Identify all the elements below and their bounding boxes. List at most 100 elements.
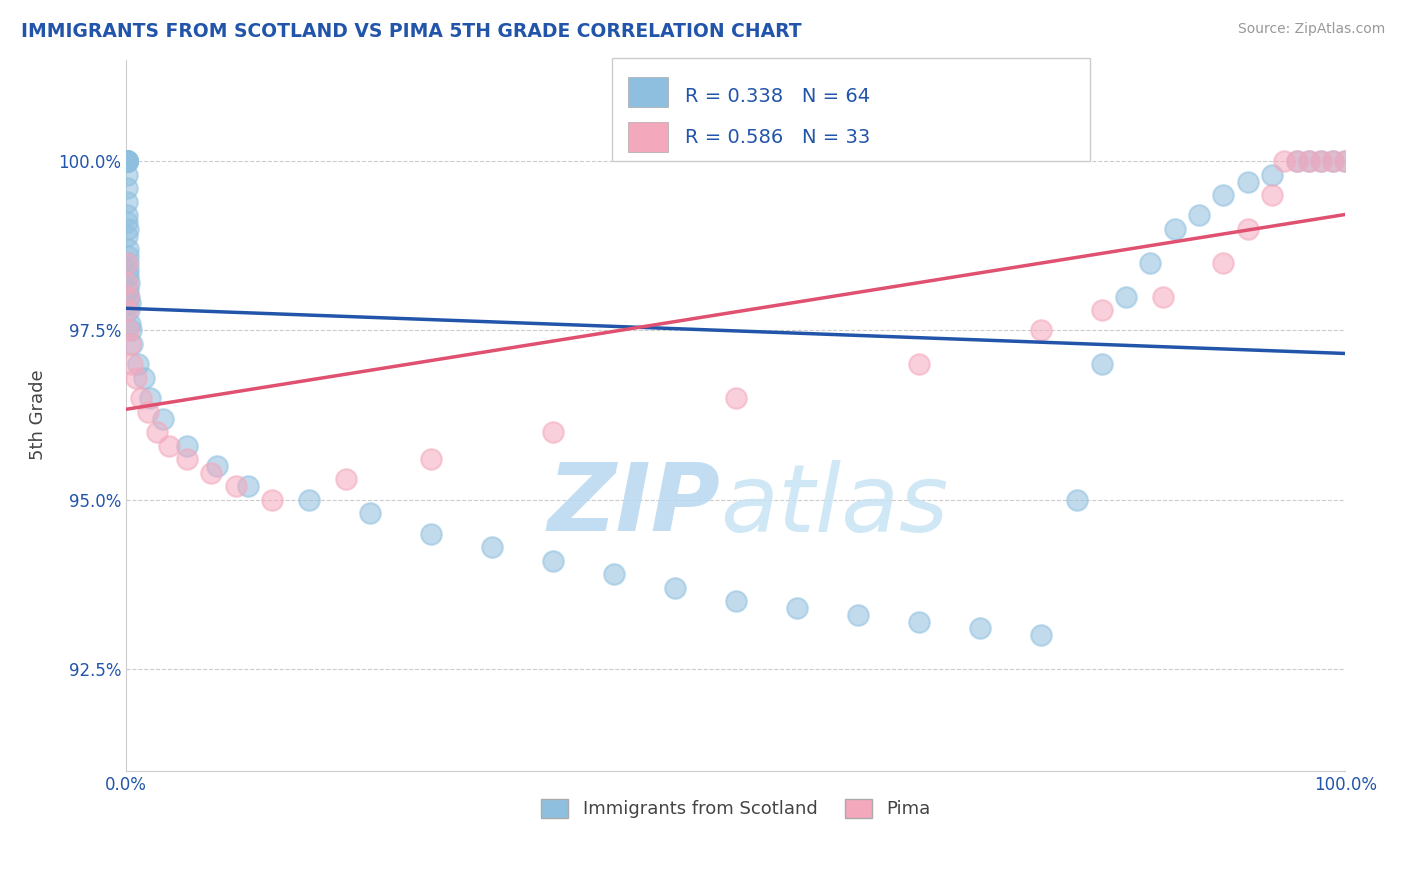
Point bbox=[846, 607, 869, 622]
Point bbox=[1212, 188, 1234, 202]
Text: ZIP: ZIP bbox=[548, 459, 720, 551]
Point bbox=[1212, 256, 1234, 270]
Point bbox=[907, 615, 929, 629]
Point bbox=[1274, 154, 1296, 169]
Point bbox=[1090, 357, 1112, 371]
Point bbox=[225, 479, 247, 493]
Point bbox=[1237, 174, 1260, 188]
Point bbox=[120, 324, 142, 338]
Point bbox=[117, 262, 139, 277]
Point bbox=[121, 357, 143, 371]
Point bbox=[117, 283, 139, 297]
Point bbox=[603, 567, 626, 582]
Point bbox=[236, 479, 259, 493]
Point bbox=[1261, 168, 1284, 182]
Point bbox=[115, 154, 138, 169]
Point bbox=[1334, 154, 1357, 169]
Text: Source: ZipAtlas.com: Source: ZipAtlas.com bbox=[1237, 22, 1385, 37]
Point bbox=[1139, 256, 1161, 270]
Point bbox=[117, 194, 139, 209]
Point bbox=[118, 337, 141, 351]
Point bbox=[134, 371, 156, 385]
Point bbox=[724, 391, 747, 405]
Point bbox=[664, 581, 686, 595]
Point bbox=[115, 154, 138, 169]
Point bbox=[117, 208, 139, 222]
Point bbox=[117, 242, 139, 256]
Point bbox=[121, 337, 143, 351]
Point bbox=[118, 276, 141, 290]
Point bbox=[125, 371, 148, 385]
Point bbox=[1115, 290, 1137, 304]
Point bbox=[907, 357, 929, 371]
Point bbox=[117, 256, 139, 270]
Point bbox=[969, 622, 991, 636]
Point bbox=[724, 594, 747, 608]
Point bbox=[139, 391, 162, 405]
Point bbox=[1029, 628, 1052, 642]
Point bbox=[117, 168, 139, 182]
Point bbox=[136, 405, 159, 419]
Text: IMMIGRANTS FROM SCOTLAND VS PIMA 5TH GRADE CORRELATION CHART: IMMIGRANTS FROM SCOTLAND VS PIMA 5TH GRA… bbox=[21, 22, 801, 41]
Text: R = 0.586   N = 33: R = 0.586 N = 33 bbox=[685, 128, 870, 147]
Point bbox=[115, 154, 138, 169]
Point bbox=[1334, 154, 1357, 169]
Point bbox=[117, 303, 139, 318]
Point bbox=[176, 452, 198, 467]
Point bbox=[200, 466, 222, 480]
Point bbox=[1164, 222, 1187, 236]
Point bbox=[1322, 154, 1344, 169]
Point bbox=[481, 540, 503, 554]
Point bbox=[1285, 154, 1308, 169]
Point bbox=[127, 357, 149, 371]
Point bbox=[117, 222, 139, 236]
Point bbox=[1322, 154, 1344, 169]
Point bbox=[118, 303, 141, 318]
Point bbox=[176, 439, 198, 453]
Point bbox=[115, 154, 138, 169]
Point bbox=[1152, 290, 1174, 304]
Point bbox=[541, 425, 564, 439]
Point bbox=[1029, 324, 1052, 338]
Point bbox=[120, 317, 142, 331]
Point bbox=[1188, 208, 1211, 222]
Point bbox=[115, 154, 138, 169]
Point bbox=[1261, 188, 1284, 202]
Point bbox=[1090, 303, 1112, 318]
Point bbox=[145, 425, 167, 439]
Point bbox=[157, 439, 180, 453]
Point bbox=[117, 290, 139, 304]
Point bbox=[117, 269, 139, 284]
Point bbox=[117, 154, 139, 169]
Y-axis label: 5th Grade: 5th Grade bbox=[30, 370, 46, 460]
Point bbox=[1298, 154, 1320, 169]
Point bbox=[1310, 154, 1333, 169]
Point bbox=[117, 228, 139, 243]
Point bbox=[115, 154, 138, 169]
Point bbox=[335, 473, 357, 487]
Legend: Immigrants from Scotland, Pima: Immigrants from Scotland, Pima bbox=[534, 792, 938, 826]
Text: R = 0.338   N = 64: R = 0.338 N = 64 bbox=[685, 87, 870, 106]
Point bbox=[1298, 154, 1320, 169]
Point bbox=[1285, 154, 1308, 169]
Point bbox=[419, 452, 441, 467]
Point bbox=[115, 154, 138, 169]
Point bbox=[118, 290, 141, 304]
Point bbox=[129, 391, 152, 405]
Point bbox=[117, 324, 139, 338]
Point bbox=[117, 181, 139, 195]
Point bbox=[115, 276, 138, 290]
Point bbox=[115, 256, 138, 270]
Point bbox=[117, 249, 139, 263]
Point bbox=[298, 492, 321, 507]
Point bbox=[152, 411, 174, 425]
Point bbox=[207, 458, 229, 473]
Point bbox=[1310, 154, 1333, 169]
Point bbox=[117, 215, 139, 229]
Point bbox=[117, 154, 139, 169]
Point bbox=[115, 154, 138, 169]
Point bbox=[419, 526, 441, 541]
Point bbox=[541, 554, 564, 568]
Point bbox=[262, 492, 284, 507]
Point bbox=[1237, 222, 1260, 236]
